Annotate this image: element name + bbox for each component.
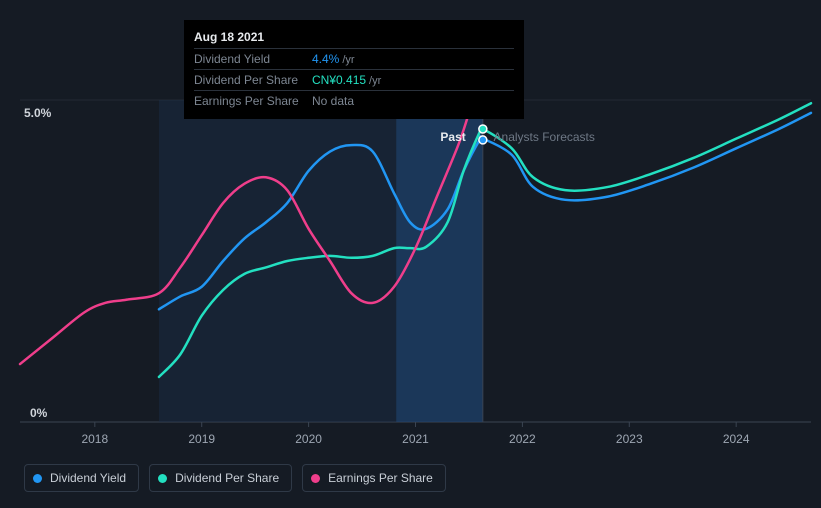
x-axis-tick-label: 2019: [188, 432, 215, 446]
tooltip-row-unit: /yr: [369, 75, 381, 87]
tooltip-row-unit: /yr: [342, 54, 354, 66]
tooltip-row-value: CN¥0.415/yr: [312, 73, 381, 87]
legend-dot-icon: [311, 474, 320, 483]
tooltip-row-value: 4.4%/yr: [312, 52, 355, 66]
tooltip-row-label: Earnings Per Share: [194, 94, 312, 108]
legend-item-dividend-per-share[interactable]: Dividend Per Share: [149, 464, 292, 492]
tooltip-row-label: Dividend Per Share: [194, 73, 312, 87]
legend-item-earnings-per-share[interactable]: Earnings Per Share: [302, 464, 446, 492]
tooltip-date: Aug 18 2021: [194, 26, 514, 48]
legend: Dividend Yield Dividend Per Share Earnings…: [24, 464, 446, 492]
legend-label: Dividend Per Share: [175, 471, 279, 485]
tooltip-row-value: No data: [312, 94, 357, 108]
x-axis-tick-label: 2024: [723, 432, 750, 446]
x-axis-tick-label: 2018: [81, 432, 108, 446]
x-axis-tick-label: 2023: [616, 432, 643, 446]
tooltip-row: Dividend Yield4.4%/yr: [194, 48, 514, 69]
legend-dot-icon: [33, 474, 42, 483]
legend-dot-icon: [158, 474, 167, 483]
y-axis-max-label: 5.0%: [24, 106, 51, 120]
x-axis-labels: 2018 2019 2020 2021 2022 2023 2024: [20, 432, 811, 448]
hover-tooltip: Aug 18 2021 Dividend Yield4.4%/yrDividen…: [184, 20, 524, 119]
past-region-label: Past: [440, 130, 465, 144]
legend-label: Dividend Yield: [50, 471, 126, 485]
x-axis-tick-label: 2021: [402, 432, 429, 446]
y-axis-min-label: 0%: [30, 406, 47, 420]
x-axis-tick-label: 2020: [295, 432, 322, 446]
legend-label: Earnings Per Share: [328, 471, 433, 485]
tooltip-row: Dividend Per ShareCN¥0.415/yr: [194, 69, 514, 90]
tooltip-row-label: Dividend Yield: [194, 52, 312, 66]
legend-item-dividend-yield[interactable]: Dividend Yield: [24, 464, 139, 492]
x-axis-tick-label: 2022: [509, 432, 536, 446]
forecast-region-label: Analysts Forecasts: [494, 130, 595, 144]
tooltip-row: Earnings Per ShareNo data: [194, 90, 514, 111]
